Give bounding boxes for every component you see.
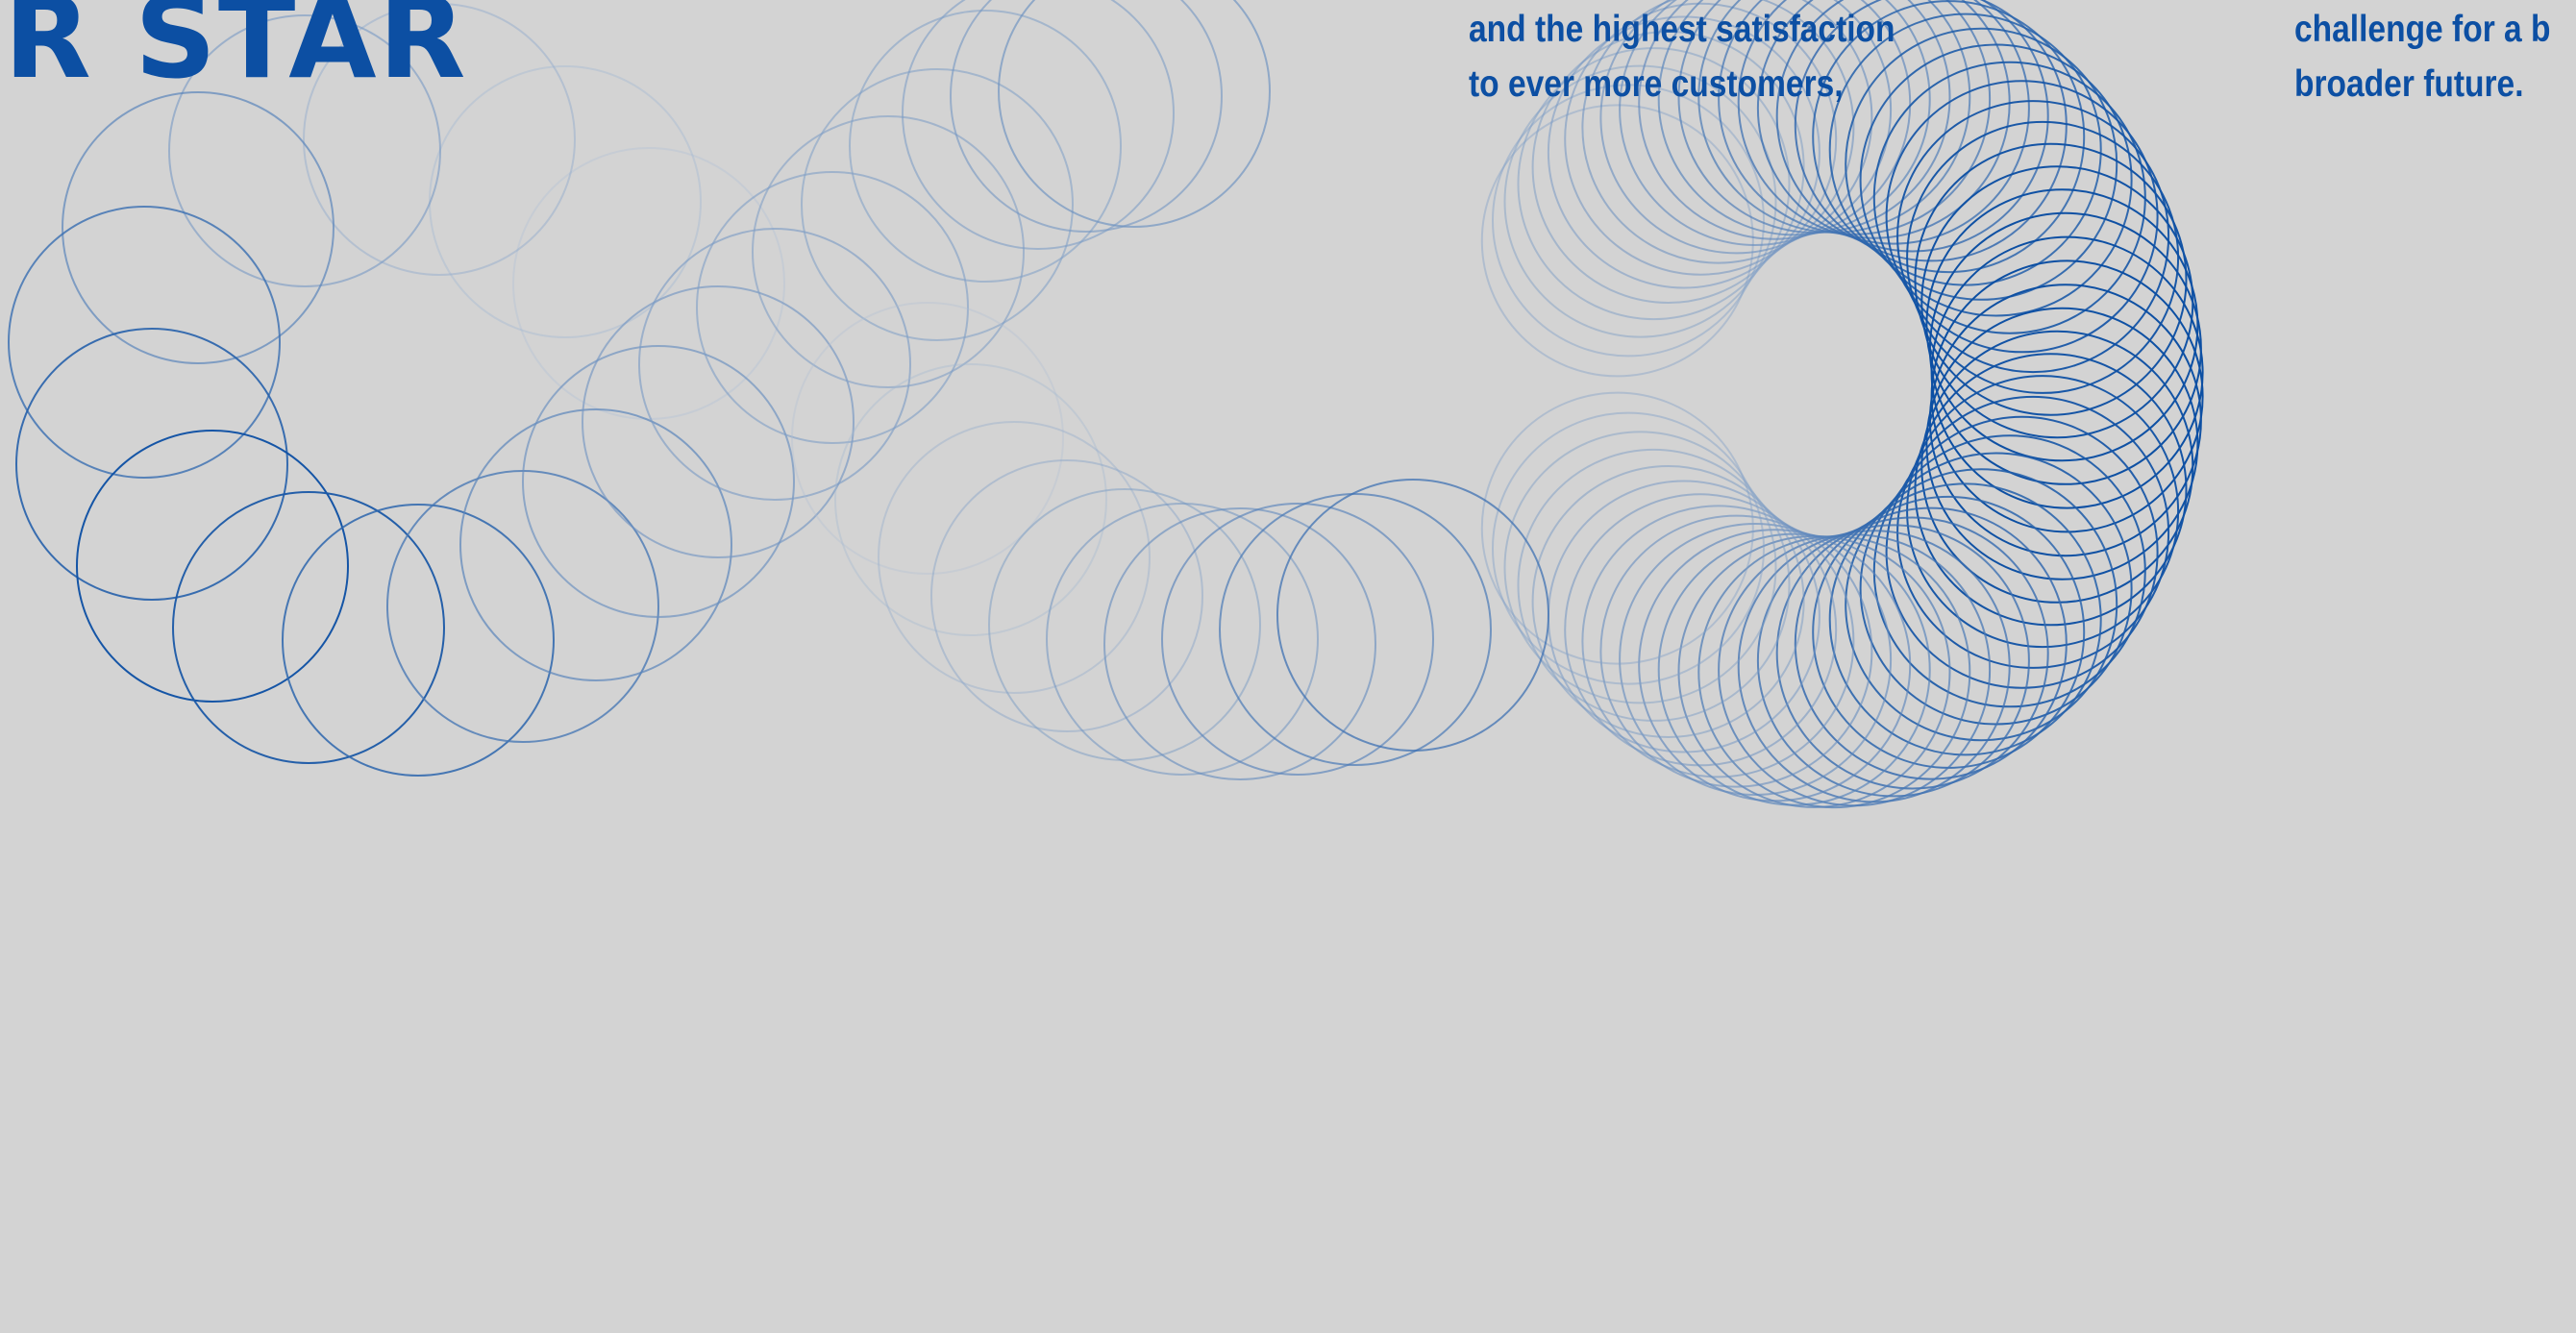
ring-outline bbox=[1219, 493, 1492, 766]
ring-outline bbox=[1503, 431, 1777, 704]
ring-path-orbit bbox=[791, 0, 2204, 809]
ring-outline bbox=[1845, 27, 2118, 301]
ring-outline bbox=[1503, 64, 1777, 338]
ring-outline bbox=[801, 68, 1074, 341]
ring-outline bbox=[638, 228, 911, 501]
ring-outline bbox=[1599, 514, 1873, 788]
ring-outline bbox=[834, 363, 1107, 636]
ring-outline bbox=[1677, 0, 1951, 235]
ring-outline bbox=[696, 171, 969, 444]
ring-outline bbox=[998, 0, 1271, 228]
ring-outline bbox=[1276, 479, 1549, 752]
ring-outline bbox=[582, 285, 855, 558]
ring-outline bbox=[791, 302, 1064, 575]
ring-outline bbox=[303, 3, 576, 276]
ring-outline bbox=[1914, 142, 2188, 416]
ring-outline bbox=[1794, 506, 2068, 780]
ring-outline bbox=[1657, 0, 1931, 236]
ring-outline bbox=[1531, 465, 1805, 738]
ring-outline bbox=[1859, 43, 2133, 317]
ring-outline bbox=[459, 408, 732, 681]
ring-outline bbox=[950, 0, 1223, 233]
ring-outline bbox=[1914, 353, 2188, 627]
ring-outline bbox=[386, 470, 659, 743]
ring-outline bbox=[1480, 104, 1754, 378]
ring-outline bbox=[1756, 0, 2030, 245]
ring-outline bbox=[930, 459, 1203, 732]
ring-outline bbox=[1885, 80, 2159, 354]
ring-outline bbox=[878, 421, 1151, 694]
ring-outline bbox=[1845, 468, 2118, 742]
ring-outline bbox=[1775, 516, 2049, 790]
ring-outline bbox=[752, 115, 1025, 388]
ring-outline bbox=[172, 491, 445, 764]
ring-outline bbox=[1657, 532, 1931, 806]
tagline-middle: and the highest satisfaction to ever mor… bbox=[1469, 2, 1895, 111]
ring-outline bbox=[1599, 0, 1873, 255]
ring-outline bbox=[1906, 375, 2180, 649]
ring-outline bbox=[1906, 120, 2180, 394]
ring-outline bbox=[1638, 529, 1912, 802]
tagline-right-line-1: challenge for a b bbox=[2294, 9, 2551, 50]
ring-outline bbox=[1828, 482, 2102, 756]
ring-outline bbox=[1925, 188, 2199, 462]
ring-outline bbox=[62, 91, 334, 364]
ring-outline bbox=[76, 430, 349, 703]
ring-outline bbox=[1885, 415, 2159, 689]
ring-outline bbox=[1930, 235, 2204, 509]
ring-outline bbox=[1925, 307, 2199, 580]
ring-outline bbox=[1581, 0, 1855, 264]
ring-outline bbox=[1492, 84, 1765, 358]
ring-outline bbox=[8, 206, 281, 479]
ring-outline bbox=[522, 345, 795, 618]
ring-outline bbox=[1492, 411, 1765, 685]
ring-outline bbox=[1480, 391, 1754, 665]
ring-outline bbox=[1756, 524, 2030, 798]
tagline-middle-line-2: to ever more customers, bbox=[1469, 63, 1844, 105]
ring-outline bbox=[1619, 523, 1893, 796]
ring-outline bbox=[1103, 507, 1376, 780]
ring-outline bbox=[282, 504, 555, 777]
ring-outline bbox=[1517, 448, 1791, 722]
ring-outline bbox=[15, 328, 288, 601]
ring-outline bbox=[1812, 0, 2086, 274]
tagline-right: challenge for a b broader future. bbox=[2294, 2, 2551, 111]
ring-outline bbox=[1638, 0, 1912, 240]
ring-outline bbox=[1564, 2, 1838, 276]
ring-outline bbox=[168, 14, 441, 287]
ring-outline bbox=[1547, 15, 1821, 289]
tagline-middle-line-1: and the highest satisfaction bbox=[1469, 9, 1895, 50]
ring-outline bbox=[1161, 503, 1434, 776]
ring-outline bbox=[1828, 12, 2102, 286]
ring-outline bbox=[849, 10, 1122, 283]
ring-outline bbox=[1775, 0, 2049, 253]
ring-outline bbox=[1697, 535, 1971, 809]
ring-outline bbox=[1872, 434, 2146, 708]
ring-path-large bbox=[8, 0, 1271, 777]
ring-outline bbox=[988, 488, 1261, 761]
ring-outline bbox=[512, 147, 785, 420]
ring-outline bbox=[429, 65, 702, 338]
ring-outline bbox=[1896, 100, 2170, 374]
ring-outline bbox=[1581, 505, 1855, 778]
ring-outline bbox=[1564, 493, 1838, 767]
ring-outline bbox=[1531, 31, 1805, 304]
ring-outline bbox=[1794, 0, 2068, 262]
tagline-right-line-2: broader future. bbox=[2294, 63, 2524, 105]
headline: R STAR bbox=[4, 0, 468, 104]
ring-outline bbox=[1517, 47, 1791, 321]
ring-outline bbox=[1619, 0, 1893, 246]
ring-outline bbox=[1046, 503, 1319, 776]
ring-outline bbox=[902, 0, 1175, 250]
